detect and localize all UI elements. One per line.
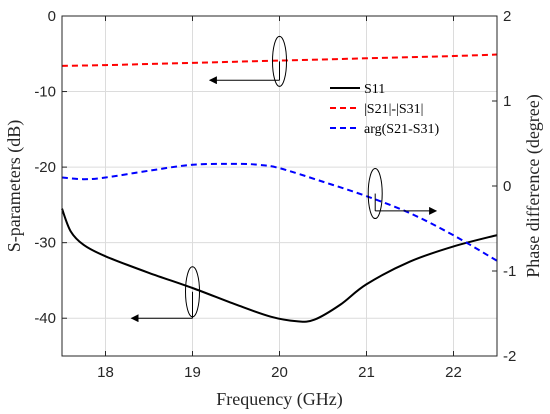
y-axis-left-title: S-parameters (dB) [4,120,25,252]
y-axis-right-title: Phase difference (degree) [523,94,544,278]
y-left-tick-label: -40 [34,310,56,327]
series-lines [61,53,498,323]
series-line-arg-s21-s31 [61,162,498,262]
legend-label-s11: S11 [364,82,385,97]
y-right-tick-label: 0 [503,178,511,195]
y-right-tick-label: 2 [503,8,511,25]
annotations [130,35,438,323]
series-line-s11 [61,208,498,323]
series-line-s21-s31 [61,53,498,67]
y-left-tick-label: -20 [34,159,56,176]
y-right-tick-label: -2 [503,348,516,365]
x-tick-label: 19 [184,364,201,381]
x-tick-label: 21 [358,364,375,381]
x-tick-label: 22 [445,364,462,381]
x-tick-label: 18 [97,364,114,381]
y-left-tick-label: -30 [34,235,56,252]
annotation-ellipse [367,168,383,220]
legend-label-s21-s31: |S21|-|S31| [364,102,423,117]
y-right-tick-label: -1 [503,263,516,280]
y-right-tick-label: 1 [503,93,511,110]
legend-label-arg-s21-s31: arg(S21-S31) [364,122,440,137]
y-left-tick-label: -10 [34,84,56,101]
x-axis-title: Frequency (GHz) [216,389,342,410]
y-left-tick-label: 0 [48,8,56,25]
x-tick-label: 20 [271,364,288,381]
legend: S11 |S21|-|S31| arg(S21-S31) [330,82,440,137]
annotation-ellipse [272,35,287,87]
